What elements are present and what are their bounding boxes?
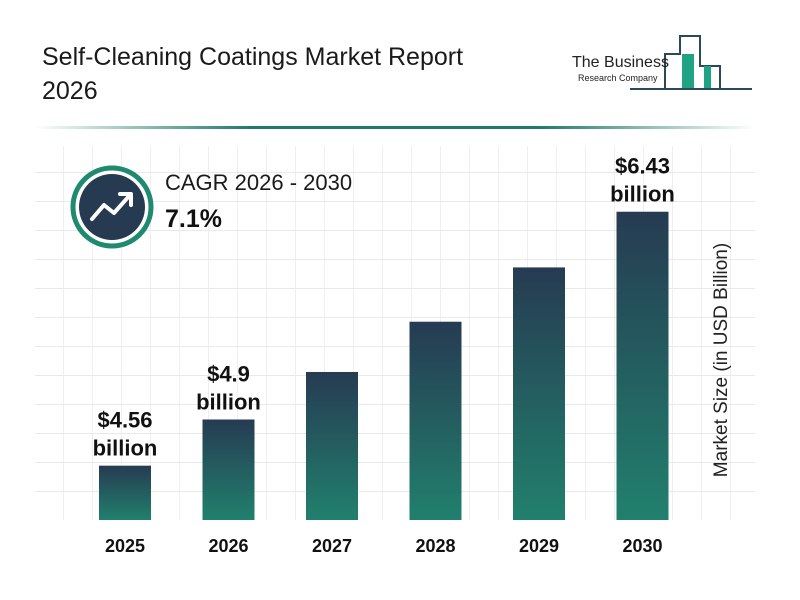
data-label-value: $4.9: [207, 362, 250, 387]
y-axis-label: Market Size (in USD Billion): [711, 242, 732, 478]
logo-buildings-icon: [630, 35, 752, 90]
data-label-unit: billion: [196, 390, 261, 415]
cagr-value: 7.1%: [165, 205, 222, 233]
cagr-label: CAGR 2026 - 2030: [165, 170, 353, 195]
bar-2026: [202, 419, 255, 520]
page-title: Self-Cleaning Coatings Market Report 202…: [42, 43, 464, 105]
company-logo: The Business Research Company: [570, 34, 755, 94]
data-label-unit: billion: [93, 436, 158, 461]
bar-2030: [616, 211, 669, 520]
bar-2027: [306, 371, 358, 520]
trending-up-icon: [70, 165, 154, 249]
logo-text-line1: The Business: [572, 54, 669, 71]
bar-2025: [99, 465, 151, 520]
logo-text-line2: Research Company: [578, 73, 658, 83]
data-label-unit: billion: [610, 182, 675, 207]
x-tick-label: 2028: [415, 536, 455, 556]
bar-2028: [409, 321, 462, 520]
bar-2029: [513, 267, 565, 520]
data-label-value: $4.56: [97, 408, 152, 433]
header-divider: [35, 126, 755, 129]
x-tick-label: 2029: [519, 536, 559, 556]
x-tick-label: 2025: [105, 536, 145, 556]
data-label-value: $6.43: [615, 154, 670, 179]
x-tick-label: 2027: [312, 536, 352, 556]
x-tick-label: 2026: [208, 536, 248, 556]
x-tick-label: 2030: [622, 536, 662, 556]
